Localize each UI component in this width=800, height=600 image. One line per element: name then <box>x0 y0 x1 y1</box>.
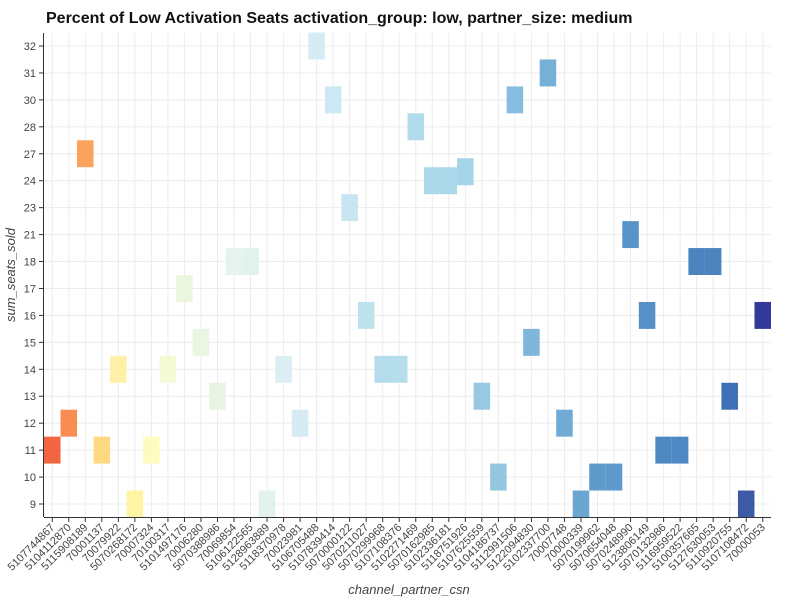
heatmap-cell <box>60 409 78 437</box>
heatmap-cell <box>655 436 672 464</box>
heatmap-cell <box>93 436 111 464</box>
heatmap-cell <box>291 409 309 437</box>
x-axis: 5107744867510411287051159081897000113770… <box>6 517 771 573</box>
heatmap-cell <box>159 355 177 383</box>
heatmap-cell <box>242 248 259 275</box>
y-tick-label: 16 <box>24 310 36 322</box>
y-axis-title: sum_seats_sold <box>3 227 18 322</box>
heatmap-cell <box>357 301 375 329</box>
y-tick-label: 32 <box>24 41 36 53</box>
heatmap-cell <box>688 248 705 275</box>
heatmap-cell <box>622 221 639 249</box>
heatmap-cell <box>605 463 623 491</box>
y-tick-label: 17 <box>24 283 36 295</box>
y-tick-label: 30 <box>24 95 36 107</box>
heatmap-cell <box>258 490 276 518</box>
heatmap-cell <box>754 301 771 329</box>
heatmap-cell <box>126 490 144 518</box>
heatmap-cell <box>176 275 193 302</box>
y-tick-label: 28 <box>24 122 36 134</box>
heatmap-cell <box>539 59 557 87</box>
chart-title: Percent of Low Activation Seats activati… <box>46 10 633 27</box>
heatmap-cell <box>473 382 491 410</box>
heatmap-cell <box>721 382 738 410</box>
y-tick-label: 11 <box>25 445 36 457</box>
heatmap-cell <box>407 113 425 141</box>
y-tick-label: 15 <box>24 337 36 349</box>
heatmap-cell <box>143 436 160 464</box>
heatmap-cell <box>523 328 540 356</box>
grid-layer <box>44 33 771 517</box>
heatmap-cell <box>490 463 507 491</box>
heatmap-cell <box>390 355 408 383</box>
y-tick-label: 10 <box>24 472 36 484</box>
y-tick-label: 13 <box>24 391 36 403</box>
x-axis-title: channel_partner_csn <box>348 582 469 597</box>
heatmap-cell <box>737 490 755 518</box>
y-tick-label: 14 <box>24 364 36 376</box>
heatmap-cell <box>704 248 722 275</box>
cells-layer <box>44 32 771 518</box>
heatmap-cell <box>506 86 524 114</box>
y-axis: 9 10 11 12 13 14 15 16 17 18 21 23 24 27 28 30 31 32 <box>24 33 44 517</box>
y-tick-label: 31 <box>24 68 36 80</box>
heatmap-cell <box>209 382 226 410</box>
y-tick-label: 23 <box>24 203 36 215</box>
heatmap-cell <box>556 409 573 437</box>
heatmap-cell <box>374 355 391 383</box>
heatmap-cell <box>275 355 292 383</box>
y-tick-label: 21 <box>24 230 36 242</box>
y-tick-label: 9 <box>30 499 36 511</box>
heatmap-cell <box>192 328 210 356</box>
heatmap-cell <box>225 248 243 275</box>
heatmap-cell <box>110 355 127 383</box>
heatmap-cell <box>424 167 441 195</box>
heatmap-cell <box>341 194 358 222</box>
heatmap-cell <box>671 436 689 464</box>
y-tick-label: 24 <box>24 176 36 188</box>
heatmap-cell <box>638 301 656 329</box>
heatmap-cell <box>457 158 474 186</box>
heatmap-cell <box>44 436 61 464</box>
heatmap-cell <box>77 140 94 168</box>
heatmap-cell <box>572 490 590 518</box>
y-tick-label: 27 <box>24 149 36 161</box>
heatmap-cell <box>324 86 342 114</box>
heatmap-cell <box>589 463 606 491</box>
y-tick-label: 12 <box>24 418 36 430</box>
heatmap-cell <box>308 32 325 60</box>
y-tick-label: 18 <box>24 257 36 269</box>
heatmap-cell <box>440 167 458 195</box>
